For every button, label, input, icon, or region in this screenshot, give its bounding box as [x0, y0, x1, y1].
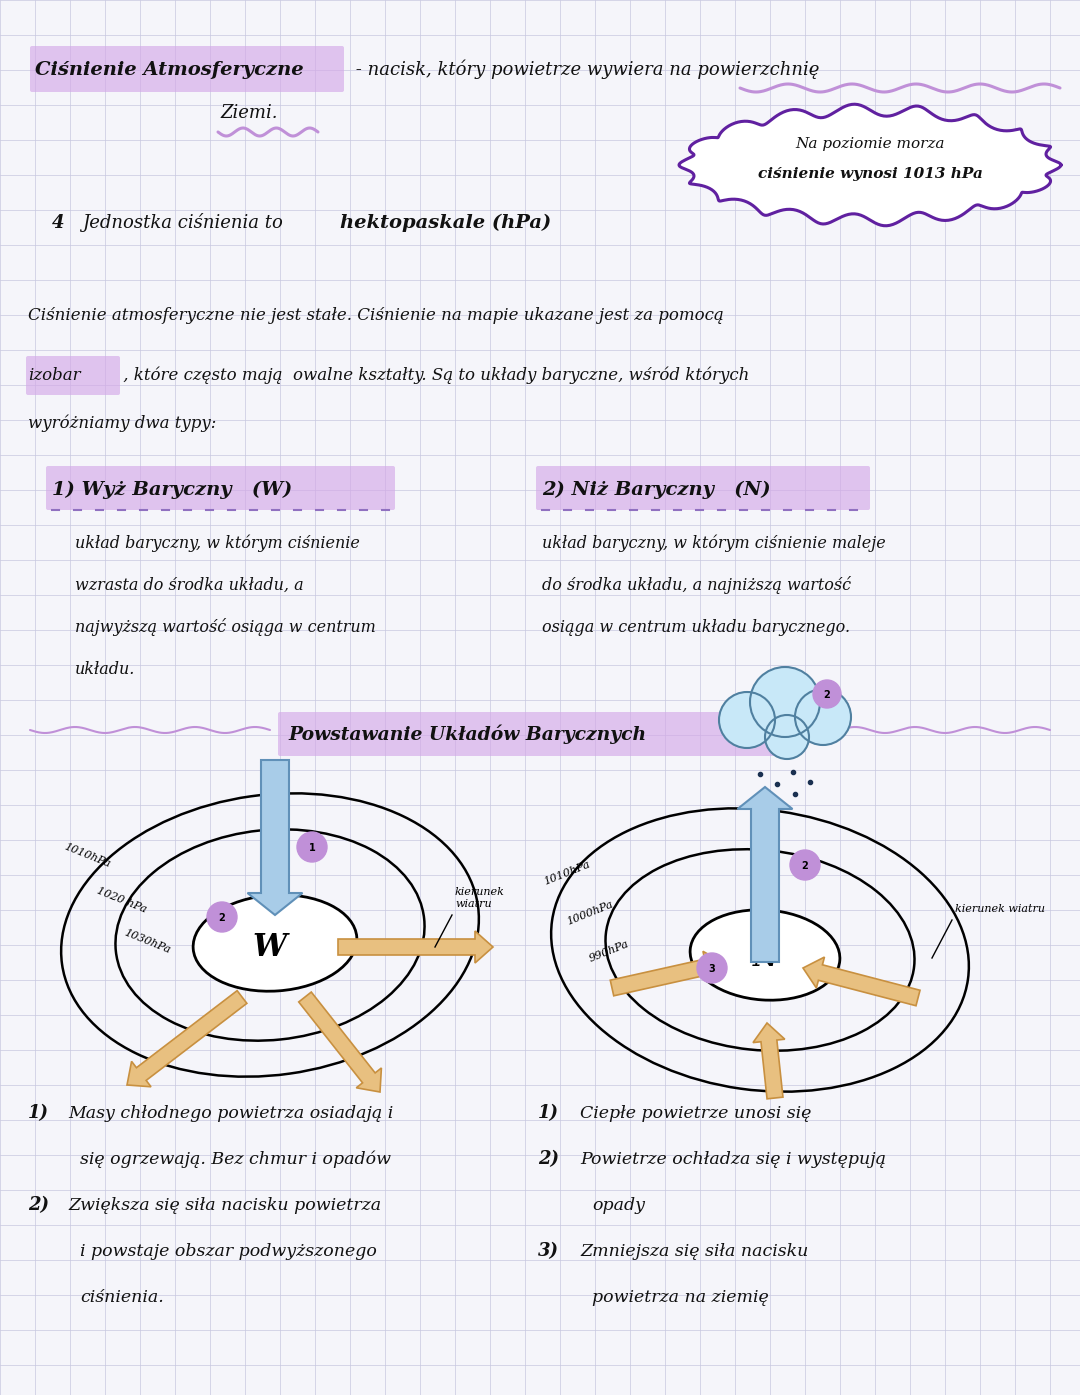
Text: układ baryczny, w którym ciśnienie: układ baryczny, w którym ciśnienie — [75, 534, 360, 552]
Text: 1010hPa: 1010hPa — [62, 841, 111, 869]
Text: 1) Wyż Baryczny   (W): 1) Wyż Baryczny (W) — [52, 481, 293, 499]
FancyArrow shape — [127, 990, 247, 1087]
FancyBboxPatch shape — [536, 466, 870, 511]
Text: - nacisk, który powietrze wywiera na powierzchnię: - nacisk, który powietrze wywiera na pow… — [350, 60, 820, 80]
Text: układ baryczny, w którym ciśnienie maleje: układ baryczny, w którym ciśnienie malej… — [542, 534, 886, 552]
Text: 1): 1) — [538, 1103, 559, 1122]
Text: wyróżniamy dwa typy:: wyróżniamy dwa typy: — [28, 414, 216, 432]
Text: najwyższą wartość osiąga w centrum: najwyższą wartość osiąga w centrum — [75, 618, 376, 636]
Text: osiąga w centrum układu barycznego.: osiąga w centrum układu barycznego. — [542, 619, 850, 636]
Text: 2: 2 — [824, 691, 831, 700]
Text: układu.: układu. — [75, 661, 135, 678]
Circle shape — [719, 692, 775, 748]
FancyArrow shape — [738, 787, 793, 963]
Text: ciśnienia.: ciśnienia. — [80, 1289, 164, 1306]
Circle shape — [789, 850, 820, 880]
Text: kierunek wiatru: kierunek wiatru — [955, 904, 1045, 914]
Circle shape — [750, 667, 820, 737]
Text: hektopaskale (hPa): hektopaskale (hPa) — [340, 213, 551, 232]
Text: Zwiększa się siła nacisku powietrza: Zwiększa się siła nacisku powietrza — [68, 1197, 381, 1214]
FancyArrow shape — [804, 957, 920, 1006]
Ellipse shape — [193, 894, 356, 992]
Text: 4: 4 — [52, 213, 65, 232]
Circle shape — [795, 689, 851, 745]
Text: Masy chłodnego powietrza osiadają i: Masy chłodnego powietrza osiadają i — [68, 1105, 393, 1122]
Text: 1: 1 — [309, 843, 315, 852]
Text: 3: 3 — [708, 964, 715, 974]
Text: 2): 2) — [538, 1149, 559, 1168]
Circle shape — [813, 679, 841, 709]
Text: 1010hPa: 1010hPa — [542, 859, 592, 887]
FancyArrow shape — [247, 760, 302, 915]
Text: Ziemi.: Ziemi. — [220, 105, 278, 121]
Text: Zmniejsza się siła nacisku: Zmniejsza się siła nacisku — [580, 1243, 808, 1260]
Text: 2) Niż Baryczny   (N): 2) Niż Baryczny (N) — [542, 481, 771, 499]
Text: 1): 1) — [28, 1103, 49, 1122]
Text: Na poziomie morza: Na poziomie morza — [795, 137, 945, 151]
Text: Ciśnienie atmosferyczne nie jest stałe. Ciśnienie na mapie ukazane jest za pomoc: Ciśnienie atmosferyczne nie jest stałe. … — [28, 307, 724, 324]
Text: 2: 2 — [218, 912, 226, 923]
Text: Ciśnienie Atmosferyczne: Ciśnienie Atmosferyczne — [35, 61, 303, 80]
FancyBboxPatch shape — [46, 466, 395, 511]
Text: 1030hPa: 1030hPa — [122, 928, 172, 956]
Text: 990hPa: 990hPa — [588, 939, 631, 964]
Text: Ciepłe powietrze unosi się: Ciepłe powietrze unosi się — [580, 1105, 811, 1122]
Text: 2: 2 — [801, 861, 808, 870]
Text: W: W — [253, 932, 287, 963]
FancyArrow shape — [753, 1023, 785, 1099]
Text: Powietrze ochładza się i występują: Powietrze ochładza się i występują — [580, 1151, 886, 1168]
Text: N: N — [753, 944, 778, 971]
FancyBboxPatch shape — [30, 46, 345, 92]
Text: izobar: izobar — [28, 367, 81, 384]
Text: opady: opady — [592, 1197, 645, 1214]
FancyArrow shape — [338, 930, 492, 963]
Circle shape — [297, 831, 327, 862]
Text: 3): 3) — [538, 1242, 559, 1260]
Ellipse shape — [690, 910, 840, 1000]
Circle shape — [207, 903, 237, 932]
FancyArrow shape — [610, 951, 724, 996]
FancyArrow shape — [299, 992, 381, 1092]
Text: , które często mają  owalne kształty. Są to układy baryczne, wśród których: , które często mają owalne kształty. Są … — [118, 367, 750, 384]
Text: powietrza na ziemię: powietrza na ziemię — [592, 1289, 769, 1306]
Text: Powstawanie Układów Barycznych: Powstawanie Układów Barycznych — [288, 724, 646, 744]
Circle shape — [765, 716, 809, 759]
Polygon shape — [679, 105, 1061, 226]
Text: 1020 hPa: 1020 hPa — [95, 886, 148, 915]
Text: ciśnienie wynosi 1013 hPa: ciśnienie wynosi 1013 hPa — [757, 167, 983, 181]
Text: 2): 2) — [28, 1196, 49, 1214]
Text: kierunek
wiatru: kierunek wiatru — [455, 887, 504, 910]
Text: Jednostka ciśnienia to: Jednostka ciśnienia to — [82, 213, 288, 232]
FancyBboxPatch shape — [278, 711, 792, 756]
Text: i powstaje obszar podwyższonego: i powstaje obszar podwyższonego — [80, 1243, 377, 1260]
FancyBboxPatch shape — [26, 356, 120, 395]
Text: do środka układu, a najniższą wartość: do środka układu, a najniższą wartość — [542, 576, 851, 594]
Text: 1000hPa: 1000hPa — [565, 900, 615, 928]
Text: się ogrzewają. Bez chmur i opadów: się ogrzewają. Bez chmur i opadów — [80, 1151, 391, 1168]
Circle shape — [697, 953, 727, 983]
Text: wzrasta do środka układu, a: wzrasta do środka układu, a — [75, 578, 303, 594]
